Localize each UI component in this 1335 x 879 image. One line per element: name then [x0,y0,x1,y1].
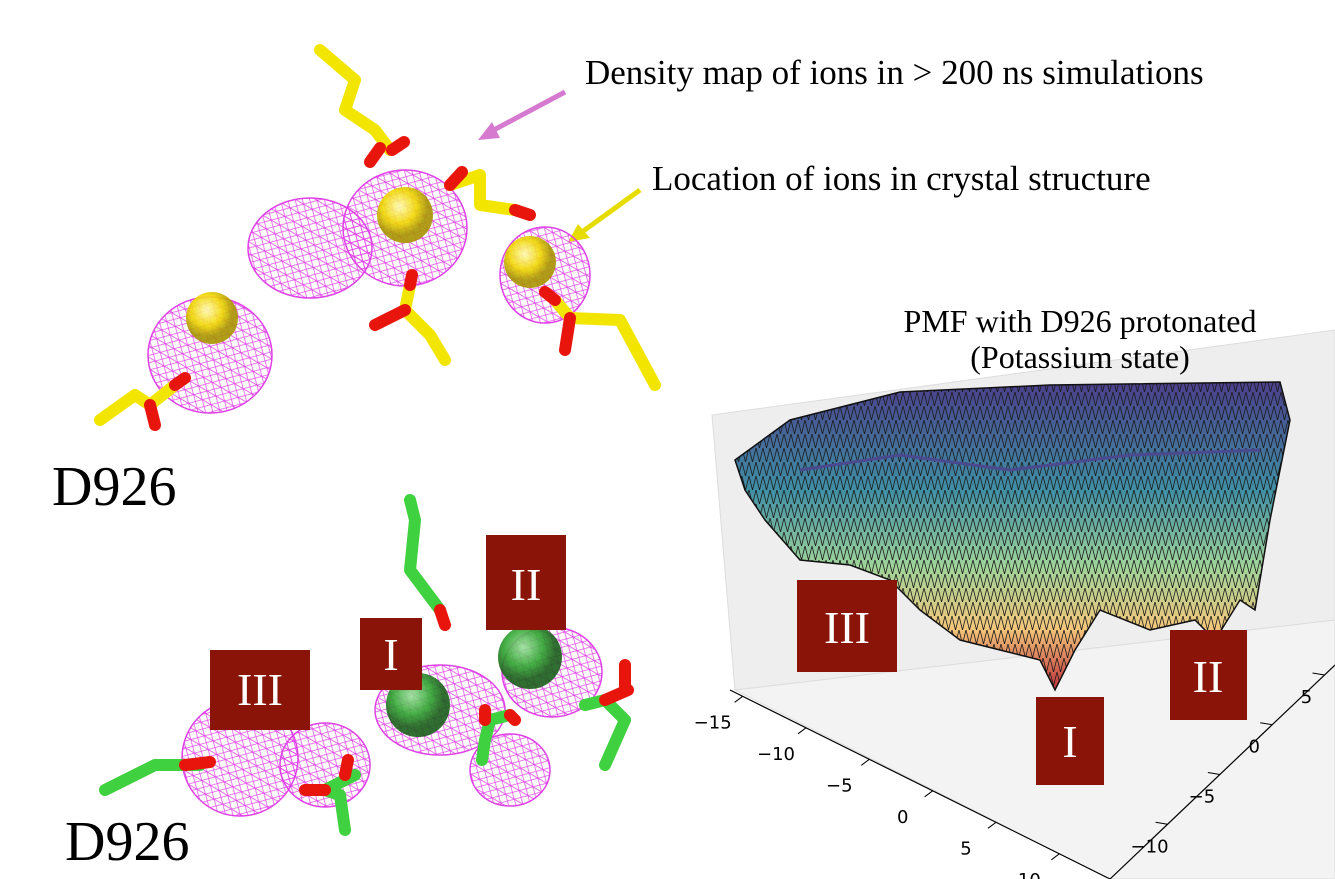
residue-label: D926 [52,456,176,518]
site-label: II [1193,651,1224,702]
x-tick [798,728,806,734]
x-tick-label: 0 [897,807,908,828]
residue-label: D926 [65,811,189,873]
site-label: I [383,629,398,680]
x-tick-label: −5 [826,775,853,796]
x-tick [1051,854,1059,860]
top-structure [100,50,655,425]
x-tick [925,791,933,797]
arrow [582,190,640,232]
x-tick [988,822,996,828]
annotation-crystal: Location of ions in crystal structure [652,159,1151,198]
site-label: II [511,559,542,610]
arrow [490,92,565,132]
site-label: I [1062,716,1077,767]
site-label: III [824,602,870,653]
x-tick [861,759,869,765]
x-tick-label: −15 [694,712,732,733]
x-tick-label: −10 [757,744,795,765]
y-tick-label: 5 [1301,687,1312,708]
y-tick-label: −5 [1189,786,1216,807]
x-tick-label: 10 [1018,870,1041,879]
x-tick-label: 5 [960,838,971,859]
plot-subtitle: (Potassium state) [970,339,1190,375]
plot-title: PMF with D926 protonated [904,303,1257,339]
y-tick-label: −10 [1131,836,1169,857]
figure: Density map of ions in > 200 ns simulati… [0,0,1335,879]
y-tick-label: 0 [1248,737,1259,758]
site-label: III [237,664,283,715]
annotation-density: Density map of ions in > 200 ns simulati… [585,53,1204,92]
x-tick [735,696,743,702]
